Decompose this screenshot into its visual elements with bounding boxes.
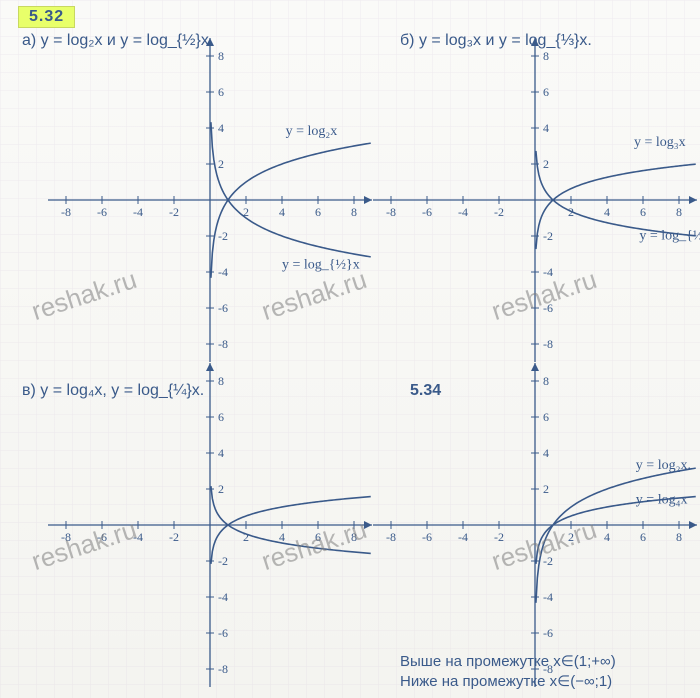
svg-text:-4: -4 <box>133 530 143 544</box>
svg-text:-4: -4 <box>133 205 143 219</box>
svg-text:4: 4 <box>543 121 549 135</box>
svg-text:8: 8 <box>543 374 549 388</box>
svg-text:6: 6 <box>640 530 646 544</box>
svg-text:y = log_{⅓}x.: y = log_{⅓}x. <box>639 229 700 244</box>
svg-text:-8: -8 <box>218 662 228 676</box>
svg-text:4: 4 <box>604 530 610 544</box>
svg-text:-4: -4 <box>458 205 468 219</box>
svg-text:-8: -8 <box>386 530 396 544</box>
svg-text:-8: -8 <box>61 205 71 219</box>
svg-text:-8: -8 <box>386 205 396 219</box>
svg-text:-6: -6 <box>97 530 107 544</box>
svg-text:-2: -2 <box>218 554 228 568</box>
svg-text:4: 4 <box>604 205 610 219</box>
svg-text:2: 2 <box>568 530 574 544</box>
svg-text:-2: -2 <box>494 205 504 219</box>
svg-text:4: 4 <box>218 446 224 460</box>
svg-text:-4: -4 <box>543 590 553 604</box>
svg-text:6: 6 <box>543 410 549 424</box>
svg-text:6: 6 <box>218 410 224 424</box>
svg-text:-6: -6 <box>218 626 228 640</box>
svg-text:2: 2 <box>543 482 549 496</box>
svg-text:-4: -4 <box>218 590 228 604</box>
svg-text:8: 8 <box>351 205 357 219</box>
svg-text:8: 8 <box>676 530 682 544</box>
svg-text:-2: -2 <box>218 229 228 243</box>
svg-text:4: 4 <box>218 121 224 135</box>
svg-text:4: 4 <box>543 446 549 460</box>
svg-text:y = log₂x: y = log₂x <box>286 124 338 139</box>
svg-text:y = log₄x: y = log₄x <box>636 492 688 507</box>
svg-text:-2: -2 <box>543 229 553 243</box>
svg-text:8: 8 <box>351 530 357 544</box>
svg-text:-6: -6 <box>422 205 432 219</box>
svg-text:2: 2 <box>218 482 224 496</box>
svg-text:y = log₂x.: y = log₂x. <box>636 458 691 473</box>
svg-text:-2: -2 <box>169 530 179 544</box>
svg-text:6: 6 <box>640 205 646 219</box>
page: 5.32 а) y = log₂x и y = log_{½}x б) y = … <box>0 0 700 698</box>
chart-a: -8-6-4-22468-8-6-4-22468y = log₂xy = log… <box>5 30 365 360</box>
svg-text:-8: -8 <box>61 530 71 544</box>
svg-text:y = log_{½}x: y = log_{½}x <box>282 257 360 272</box>
annotation-line-2: Ниже на промежутке x∈(−∞;1) <box>400 672 612 690</box>
svg-text:6: 6 <box>543 85 549 99</box>
svg-text:-2: -2 <box>543 554 553 568</box>
svg-text:2: 2 <box>218 157 224 171</box>
chart-v: -8-6-4-22468-8-6-4-22468 <box>5 370 365 690</box>
svg-text:8: 8 <box>676 205 682 219</box>
svg-text:-6: -6 <box>543 626 553 640</box>
svg-text:-8: -8 <box>218 337 228 351</box>
svg-text:y = log₃x: y = log₃x <box>634 135 686 150</box>
chart-d: -8-6-4-22468-8-6-4-22468y = log₂x.y = lo… <box>370 370 700 690</box>
svg-text:8: 8 <box>218 49 224 63</box>
svg-text:-6: -6 <box>218 301 228 315</box>
svg-text:6: 6 <box>218 85 224 99</box>
svg-text:-6: -6 <box>422 530 432 544</box>
svg-text:-2: -2 <box>169 205 179 219</box>
svg-text:-6: -6 <box>543 301 553 315</box>
svg-text:-4: -4 <box>218 265 228 279</box>
svg-text:2: 2 <box>543 157 549 171</box>
svg-text:-4: -4 <box>458 530 468 544</box>
svg-text:-2: -2 <box>494 530 504 544</box>
chart-b: -8-6-4-22468-8-6-4-22468y = log₃xy = log… <box>370 30 700 360</box>
svg-text:-6: -6 <box>97 205 107 219</box>
svg-text:8: 8 <box>218 374 224 388</box>
svg-text:2: 2 <box>243 530 249 544</box>
svg-text:6: 6 <box>315 530 321 544</box>
svg-text:8: 8 <box>543 49 549 63</box>
svg-text:-4: -4 <box>543 265 553 279</box>
annotation-line-1: Выше на промежутке x∈(1;+∞) <box>400 652 616 670</box>
svg-text:6: 6 <box>315 205 321 219</box>
problem-number-sticky: 5.32 <box>18 6 75 28</box>
svg-text:-8: -8 <box>543 337 553 351</box>
svg-text:4: 4 <box>279 205 285 219</box>
